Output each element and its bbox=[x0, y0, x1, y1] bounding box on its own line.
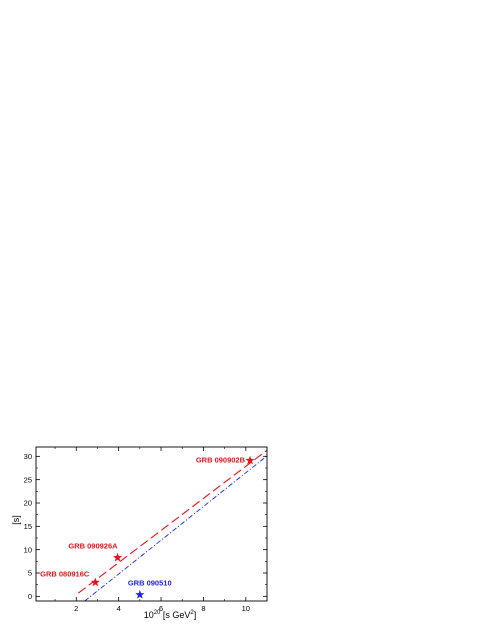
x-tick-label: 4 bbox=[117, 604, 121, 613]
x-axis-title: 1020 [s GeV2] bbox=[144, 610, 197, 620]
y-tick-label: 5 bbox=[28, 569, 32, 578]
data-point-star bbox=[245, 455, 255, 465]
x-tick-label: 2 bbox=[74, 604, 78, 613]
plot-layer: 2 4 6 8 10 0 5 10 15 20 25 30 GRB 080916C GRB 090926A… bbox=[24, 446, 268, 613]
x-axis-title-base: 10 bbox=[144, 610, 154, 620]
point-label: GRB 080916C bbox=[40, 569, 90, 578]
y-axis-title: [s] bbox=[11, 515, 21, 525]
plot-frame bbox=[35, 446, 268, 602]
y-tick-label: 20 bbox=[24, 499, 32, 508]
point-label: GRB 090902B bbox=[196, 456, 246, 465]
y-tick-label: 15 bbox=[24, 522, 32, 531]
x-tick-label: 8 bbox=[201, 604, 205, 613]
y-tick-label: 10 bbox=[24, 545, 32, 554]
y-tick-label: 25 bbox=[24, 475, 32, 484]
y-tick-label: 30 bbox=[24, 452, 32, 461]
y-tick-label: 0 bbox=[28, 592, 32, 601]
data-point-star bbox=[113, 552, 123, 562]
x-axis-title-unit-exponent: 2 bbox=[190, 610, 194, 616]
x-axis-title-unit: [s GeV bbox=[160, 610, 190, 620]
point-label: GRB 090926A bbox=[68, 542, 118, 551]
x-tick-label: 10 bbox=[242, 604, 250, 613]
point-label: GRB 090510 bbox=[128, 579, 172, 588]
x-axis-title-exponent: 20 bbox=[154, 610, 161, 616]
fit-line-dash-dot bbox=[84, 455, 267, 601]
data-point-star bbox=[90, 577, 100, 587]
data-point-star bbox=[135, 589, 145, 599]
x-tick-label: 6 bbox=[159, 604, 163, 613]
fit-line-dashed bbox=[78, 449, 267, 594]
x-axis-title-close: ] bbox=[194, 610, 197, 620]
